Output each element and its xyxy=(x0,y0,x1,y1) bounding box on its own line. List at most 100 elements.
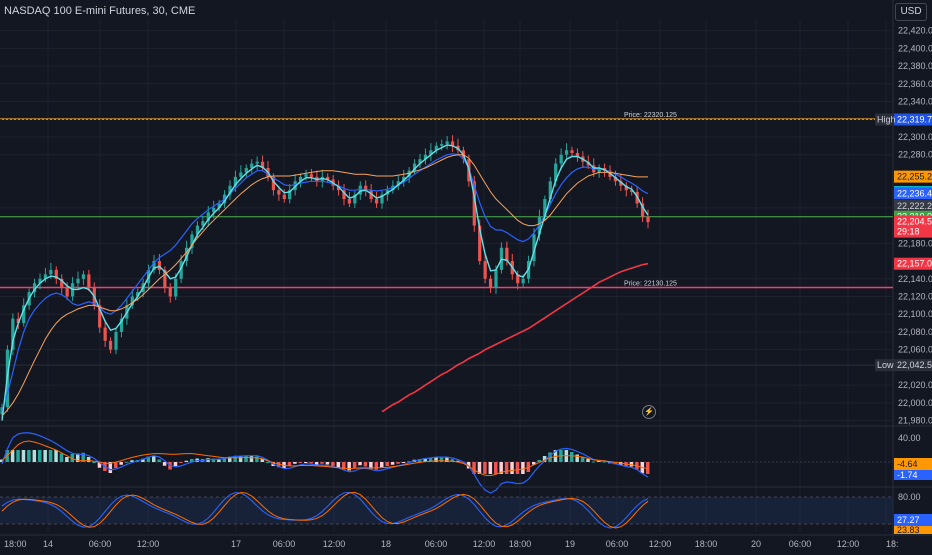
macd-histogram-bar xyxy=(575,454,579,462)
macd-histogram-bar xyxy=(260,459,265,462)
macd-histogram-bar xyxy=(428,457,433,462)
time-tick-label: 12:00 xyxy=(837,539,860,549)
candle-body xyxy=(521,278,525,284)
candle-body xyxy=(152,261,156,270)
time-tick-label: 18 xyxy=(381,539,391,549)
macd-histogram-bar xyxy=(472,462,476,474)
currency-button[interactable]: USD xyxy=(895,3,927,21)
candle-body xyxy=(108,340,113,350)
macd-histogram-bar xyxy=(510,462,514,474)
macd-histogram-bar xyxy=(54,450,58,462)
macd-histogram-bar xyxy=(401,462,406,463)
macd-histogram-bar xyxy=(423,458,427,462)
macd-histogram-bar xyxy=(114,462,118,468)
lightning-icon[interactable]: ⚡ xyxy=(642,405,656,419)
macd-histogram-bar xyxy=(342,462,346,470)
stoch-value-tag2 xyxy=(894,526,932,534)
candle-body xyxy=(364,185,368,191)
macd-histogram-bar xyxy=(532,462,536,465)
macd-histogram-bar xyxy=(249,456,254,462)
macd-histogram-bar xyxy=(21,450,26,462)
time-tick-label: 18:00 xyxy=(4,539,27,549)
macd-histogram-bar xyxy=(65,457,69,462)
macd-value-text2: -1.74 xyxy=(897,470,918,480)
macd-histogram-bar xyxy=(70,454,75,462)
macd-tick-label: 40.00 xyxy=(898,433,921,443)
macd-histogram-bar xyxy=(331,462,335,467)
time-tick-label: 06:00 xyxy=(425,539,448,549)
price-tag-label-bg xyxy=(875,113,894,126)
macd-histogram-bar xyxy=(515,462,520,474)
candle-body xyxy=(434,145,438,151)
candle-body xyxy=(255,161,259,164)
price-tick-label: 22,420.00 xyxy=(898,26,932,36)
macd-histogram-bar xyxy=(347,462,351,471)
candle-body xyxy=(277,190,281,195)
macd-histogram-bar xyxy=(445,457,449,462)
candle-body xyxy=(374,199,379,204)
candle-body xyxy=(282,194,286,200)
candle-body xyxy=(184,247,189,262)
candle-body xyxy=(478,225,482,262)
price-tick-label: 22,180.00 xyxy=(898,238,932,248)
stoch-d-line xyxy=(1,491,649,529)
price-tag-label: Low xyxy=(877,360,894,370)
macd-histogram-bar xyxy=(81,452,85,462)
price-tag-value: 22,157.00 xyxy=(897,259,932,269)
candle-body xyxy=(298,176,303,182)
candle-body xyxy=(244,167,248,173)
candle-body xyxy=(472,181,476,226)
macd-histogram-bar xyxy=(59,453,64,462)
candle-body xyxy=(54,269,58,279)
candle-body xyxy=(98,305,102,328)
candle-body xyxy=(564,150,569,155)
macd-histogram-bar xyxy=(124,461,129,463)
price-tick-label: 22,300.00 xyxy=(898,132,932,142)
candle-body xyxy=(559,154,563,164)
macd-histogram-bar xyxy=(488,462,493,474)
price-tick-label: 22,380.00 xyxy=(898,61,932,71)
macd-histogram-bar xyxy=(146,456,151,462)
macd-histogram-bar xyxy=(162,462,167,466)
macd-histogram-bar xyxy=(461,462,465,464)
candle-body xyxy=(103,327,107,341)
macd-histogram-bar xyxy=(521,462,525,474)
macd-histogram-bar xyxy=(570,452,574,462)
macd-histogram-bar xyxy=(548,452,552,462)
time-tick-label: 06:00 xyxy=(789,539,812,549)
candle-body xyxy=(488,278,493,288)
candle-body xyxy=(630,190,634,192)
moving-average-line-2 xyxy=(1,154,648,417)
candle-body xyxy=(11,318,15,350)
candle-body xyxy=(168,287,172,297)
price-tag: 22,042.50Low xyxy=(875,359,932,372)
macd-histogram-bar xyxy=(309,462,313,464)
candle-body xyxy=(494,269,498,288)
price-tag-bg xyxy=(894,257,932,270)
macd-histogram-bar xyxy=(374,462,379,470)
macd-histogram-bar xyxy=(97,462,102,468)
price-tick-label: 22,100.00 xyxy=(898,309,932,319)
candle-body xyxy=(87,274,91,288)
time-tick-label: 14 xyxy=(43,539,53,549)
macd-histogram-bar xyxy=(222,457,227,462)
candle-body xyxy=(32,283,37,293)
price-tag-bg xyxy=(894,359,932,372)
candle-body xyxy=(38,278,42,284)
candle-body xyxy=(206,212,210,222)
macd-histogram-bar xyxy=(10,450,15,462)
candle-body xyxy=(326,176,330,180)
macd-histogram-bar xyxy=(233,455,237,462)
price-tick-label: 22,360.00 xyxy=(898,79,932,89)
price-tag: 22,236.48 xyxy=(894,187,932,200)
candle-body xyxy=(22,305,26,324)
macd-histogram-bar xyxy=(130,460,134,462)
candle-body xyxy=(440,144,444,146)
macd-histogram-bar xyxy=(190,459,194,462)
candle-body xyxy=(119,318,124,332)
stoch-tick-label: 80.00 xyxy=(898,492,921,502)
macd-histogram-bar xyxy=(38,450,42,462)
macd-histogram-bar xyxy=(618,462,623,466)
